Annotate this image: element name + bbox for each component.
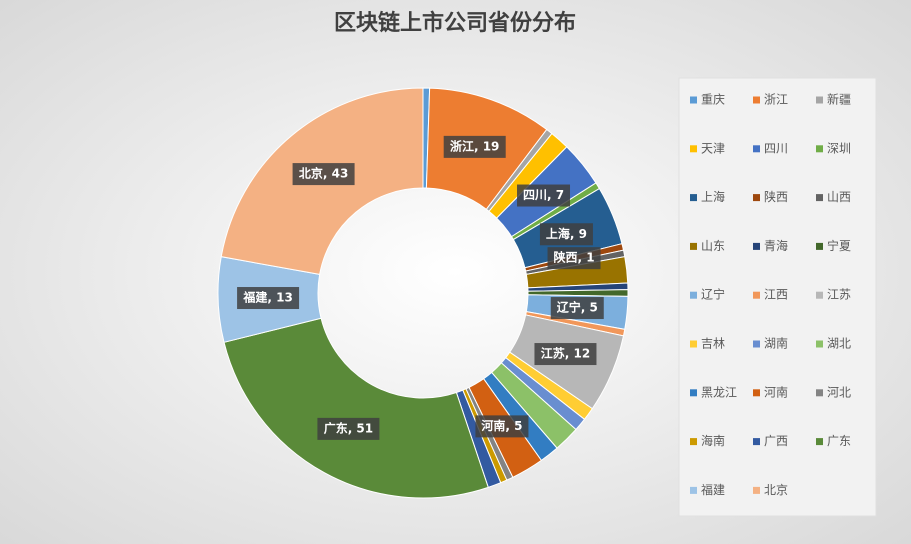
- legend-label: 河南: [764, 384, 788, 399]
- legend-label: 江西: [764, 288, 788, 302]
- chart-title: 区块链上市公司省份分布: [334, 10, 576, 36]
- donut-slice: [223, 317, 489, 499]
- legend-label: 吉林: [701, 337, 725, 351]
- data-label: 四川, 7: [517, 184, 571, 207]
- data-label-text: 江苏, 12: [541, 346, 590, 361]
- legend-label: 海南: [701, 433, 725, 448]
- legend-label: 上海: [701, 189, 725, 204]
- data-label-box: [475, 415, 529, 438]
- legend-swatch: [753, 486, 760, 494]
- legend-label: 天津: [701, 141, 725, 155]
- legend-swatch: [690, 438, 697, 446]
- data-label: 陕西, 1: [547, 247, 601, 270]
- data-label: 福建, 13: [237, 287, 300, 310]
- legend-swatch: [690, 389, 697, 397]
- legend-label: 湖北: [827, 336, 851, 351]
- legend-label: 四川: [764, 141, 788, 155]
- legend-label: 福建: [701, 482, 725, 497]
- data-label-box: [292, 163, 355, 186]
- legend-swatch: [816, 242, 823, 250]
- data-label-text: 河南, 5: [480, 418, 522, 433]
- legend-swatch: [816, 145, 823, 153]
- legend-swatch: [753, 389, 760, 397]
- legend-label: 宁夏: [827, 238, 851, 253]
- legend-swatch: [816, 340, 823, 348]
- data-label-box: [539, 223, 593, 246]
- data-label-text: 广东, 51: [324, 420, 373, 435]
- legend-label: 黑龙江: [701, 385, 737, 399]
- data-label-box: [550, 297, 604, 320]
- legend-swatch: [690, 340, 697, 348]
- legend-swatch: [816, 194, 823, 202]
- legend-label: 辽宁: [701, 287, 725, 302]
- legend-swatch: [753, 291, 760, 299]
- data-label-box: [534, 343, 597, 366]
- data-label-text: 北京, 43: [299, 166, 348, 181]
- data-label-text: 陕西, 1: [553, 250, 594, 265]
- legend-label: 山东: [701, 239, 725, 253]
- legend-swatch: [816, 389, 823, 397]
- legend-label: 深圳: [827, 141, 851, 155]
- data-label-text: 浙江, 19: [450, 138, 499, 153]
- legend-swatch: [690, 291, 697, 299]
- legend-label: 河北: [827, 385, 851, 399]
- data-label: 辽宁, 5: [550, 297, 604, 320]
- legend-label: 青海: [764, 238, 788, 253]
- data-label-text: 上海, 9: [546, 226, 587, 241]
- data-label-box: [317, 417, 380, 440]
- legend-box: [678, 77, 877, 517]
- data-label-text: 福建, 13: [242, 290, 292, 305]
- data-label: 浙江, 19: [443, 135, 506, 158]
- data-label: 北京, 43: [292, 163, 355, 186]
- legend-label: 广东: [827, 434, 851, 448]
- legend-swatch: [816, 96, 823, 104]
- data-label-text: 四川, 7: [523, 188, 564, 202]
- legend-label: 陕西: [764, 189, 788, 204]
- legend-label: 湖南: [764, 336, 788, 351]
- data-label-box: [517, 184, 571, 207]
- legend-swatch: [753, 438, 760, 446]
- data-label-box: [443, 135, 506, 158]
- data-label: 广东, 51: [317, 417, 380, 440]
- data-label: 江苏, 12: [534, 343, 597, 366]
- legend-swatch: [690, 194, 697, 202]
- legend-label: 广西: [764, 434, 788, 448]
- legend-swatch: [753, 96, 760, 104]
- data-label: 上海, 9: [539, 223, 593, 246]
- legend-label: 江苏: [827, 288, 851, 302]
- legend-swatch: [690, 242, 697, 250]
- legend-label: 新疆: [827, 92, 851, 107]
- legend-swatch: [753, 340, 760, 348]
- data-label-box: [547, 247, 601, 270]
- legend-swatch: [690, 96, 697, 104]
- legend-swatch: [816, 291, 823, 299]
- legend-label: 北京: [764, 483, 788, 497]
- legend-swatch: [753, 194, 760, 202]
- legend-label: 山西: [827, 190, 851, 204]
- legend-swatch: [753, 145, 760, 153]
- legend-swatch: [816, 438, 823, 446]
- data-label-box: [237, 287, 300, 310]
- legend-swatch: [690, 486, 697, 494]
- legend-swatch: [753, 242, 760, 250]
- legend-label: 浙江: [764, 93, 788, 107]
- legend-label: 重庆: [701, 93, 725, 107]
- legend-swatch: [690, 145, 697, 153]
- data-label: 河南, 5: [475, 415, 529, 438]
- data-label-text: 辽宁, 5: [557, 300, 598, 315]
